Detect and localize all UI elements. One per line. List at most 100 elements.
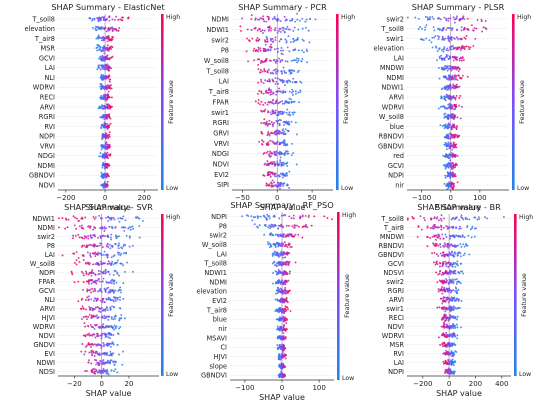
shap-point	[473, 235, 476, 238]
shap-point	[280, 141, 283, 144]
feature-dots	[101, 131, 111, 141]
shap-point	[280, 38, 283, 41]
shap-point	[281, 79, 284, 82]
shap-point	[447, 57, 450, 60]
shap-point	[89, 308, 92, 311]
shap-point	[75, 263, 78, 266]
shap-point	[250, 14, 253, 17]
shap-point	[102, 297, 105, 300]
shap-point	[445, 165, 448, 168]
shap-point	[113, 269, 116, 272]
shap-point	[434, 238, 437, 241]
shap-point	[274, 270, 277, 273]
shap-point	[450, 181, 453, 184]
shap-point	[277, 289, 280, 292]
shap-point	[270, 43, 273, 46]
shap-point	[433, 217, 436, 220]
shap-point	[286, 165, 289, 167]
shap-point	[453, 255, 456, 258]
shap-point	[293, 111, 296, 114]
shap-point	[97, 316, 100, 319]
shap-point	[437, 107, 440, 110]
shap-point	[282, 121, 285, 124]
colorbar-high-label: High	[166, 214, 180, 221]
shap-point	[90, 298, 93, 301]
shap-point	[269, 48, 272, 51]
shap-point	[448, 281, 451, 284]
shap-point	[471, 225, 474, 228]
shap-point	[267, 172, 270, 175]
shap-point	[447, 35, 450, 38]
shap-point	[455, 58, 458, 61]
shap-point	[104, 309, 107, 312]
shap-point	[448, 98, 451, 100]
shap-point	[453, 18, 456, 21]
shap-point	[112, 263, 115, 266]
shap-point	[271, 253, 274, 256]
shap-point	[298, 101, 301, 104]
shap-point	[267, 163, 270, 166]
shap-point	[272, 141, 275, 144]
shap-point	[288, 272, 291, 275]
shap-point	[105, 297, 108, 300]
shap-point	[253, 59, 256, 62]
shap-point	[285, 80, 288, 83]
shap-point	[447, 265, 450, 268]
x-tick-label: −100	[235, 384, 254, 392]
feature-dots	[57, 214, 144, 223]
shap-point	[280, 375, 283, 378]
shap-point	[279, 244, 282, 247]
shap-point	[89, 288, 92, 291]
shap-point	[93, 354, 96, 357]
feature-label: RBNDVI	[379, 242, 405, 250]
shap-point	[105, 19, 108, 21]
shap-point	[284, 271, 287, 273]
shap-point	[86, 290, 89, 293]
shap-point	[438, 36, 441, 39]
shap-point	[276, 20, 279, 23]
shap-point	[444, 269, 447, 272]
shap-point	[287, 308, 290, 311]
shap-point	[292, 77, 295, 80]
shap-point	[112, 274, 115, 276]
shap-point	[447, 141, 450, 144]
shap-point	[257, 48, 260, 51]
shap-point	[115, 237, 118, 240]
shap-point	[115, 28, 118, 30]
shap-point	[266, 40, 268, 43]
shap-point	[102, 253, 105, 256]
shap-point	[266, 142, 269, 145]
shap-point	[445, 55, 448, 58]
shap-point	[97, 107, 100, 110]
shap-point	[118, 353, 121, 356]
shap-point	[267, 18, 270, 21]
shap-point	[247, 215, 250, 217]
shap-point	[82, 259, 85, 261]
shap-point	[131, 225, 134, 228]
shap-point	[442, 237, 445, 240]
shap-point	[261, 29, 264, 32]
shap-point	[269, 139, 272, 142]
shap-point	[245, 50, 248, 53]
shap-point	[246, 37, 248, 40]
shap-point	[438, 272, 441, 275]
feature-label: GBNDVI	[378, 251, 404, 259]
shap-point	[92, 244, 95, 247]
shap-point	[269, 233, 272, 236]
shap-point	[104, 123, 106, 126]
shap-point	[103, 250, 106, 253]
shap-point	[454, 155, 457, 158]
shap-point	[452, 65, 455, 68]
shap-point	[301, 236, 304, 239]
shap-point	[480, 20, 483, 23]
shap-point	[81, 226, 84, 229]
shap-point	[98, 48, 101, 51]
feature-dots	[260, 128, 298, 137]
shap-point	[268, 88, 270, 91]
shap-point	[87, 359, 90, 362]
shap-point	[93, 287, 96, 290]
shap-point	[81, 305, 84, 308]
feature-label: GCVI	[388, 162, 404, 170]
shap-point	[292, 113, 295, 116]
shap-point	[279, 159, 282, 162]
